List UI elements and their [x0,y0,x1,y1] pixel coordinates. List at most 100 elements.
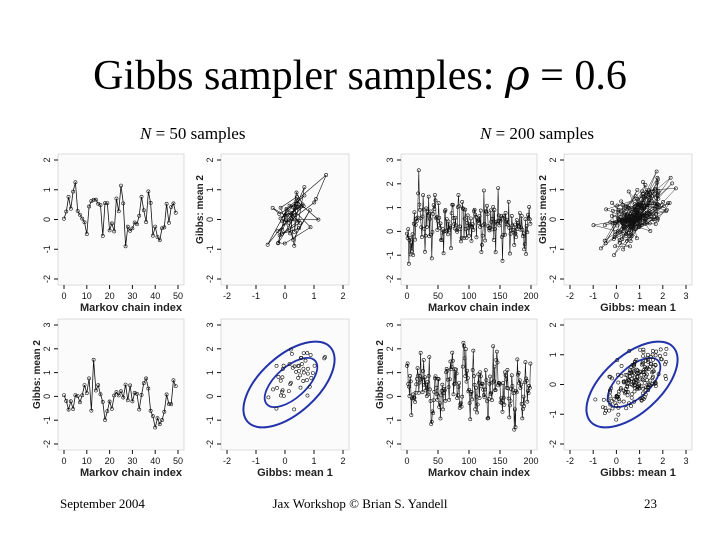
y-tick-label: -1 [548,245,558,253]
trace-point [417,202,422,207]
sample-point [625,385,630,389]
trace-point [474,235,479,240]
trace-point [508,403,512,408]
sample-point [656,372,661,377]
sample-point [625,239,629,243]
x-tick-label: 10 [82,456,92,466]
sample-point [655,218,660,223]
trace-point [66,407,71,412]
sample-point [615,358,620,362]
y-tick-label: -2 [385,275,395,283]
trace-point [463,207,468,212]
sample-point [615,220,620,225]
sample-point [279,219,284,224]
sample-point [593,397,598,402]
sample-point [314,197,318,201]
sample-point [643,388,648,392]
y-tick-label: 1 [385,205,395,210]
y-tick-label: -2 [548,440,558,448]
y-axis-label: Gibbs: mean 2 [32,340,43,409]
sample-point [631,225,636,230]
trace-point [434,215,439,220]
trace-point [71,407,76,411]
sample-point [275,229,280,234]
footer-date: September 2004 [60,496,145,511]
trace-point [411,253,416,257]
right-caption-n: N [480,124,492,143]
sample-point [641,369,646,374]
trace-point [427,355,432,359]
sample-point [606,398,611,403]
trace-point [446,377,450,382]
sample-point [627,401,631,406]
trace-point [103,201,107,206]
trace-point [417,380,422,385]
trace-point [512,243,517,247]
trace-point [441,251,446,256]
sample-point [297,363,301,368]
trace-point [478,208,483,213]
trace-point [478,225,483,229]
trace-point [430,230,435,234]
trace-point [418,374,422,378]
sample-point [668,175,673,180]
y-tick-label: -2 [205,275,215,283]
trace-point [426,392,430,397]
plot-ellipse-n50: -2 -1 0 1 2 -2 -1 0 1 2 3 Gibbs: mean 1 [205,318,350,478]
trace-point [430,409,435,414]
trace-point [487,228,492,233]
trace-point [488,208,493,213]
trace-point [160,226,164,231]
trace-point [492,364,497,369]
sample-point [295,205,300,210]
sample-point [647,196,652,201]
sample-point [652,206,657,211]
trace-point [449,211,454,216]
sample-point [307,384,312,389]
sample-point [621,399,626,404]
trace-point [109,406,114,411]
sample-point [608,220,613,225]
trace-point [446,232,450,237]
trace-point [506,199,511,204]
trace-point [469,238,474,243]
sample-point [637,382,641,387]
trace-point [121,201,126,206]
sample-point [278,378,283,383]
sample-point [633,207,638,212]
sample-point [283,212,288,217]
trace-point [448,359,453,364]
trace-point [406,227,411,232]
sample-point [625,383,630,388]
trace-point [169,402,174,407]
sample-point [648,361,653,366]
trace-point [435,397,440,402]
contour-inner [263,357,319,408]
trace-point [527,385,532,390]
sample-point [615,372,620,377]
sample-point [659,357,663,361]
trace-point [453,381,458,386]
trace-point [82,220,87,225]
trace-point [470,222,475,227]
trace-point [405,364,409,368]
sample-point [294,190,299,195]
x-axis-label: Gibbs: mean 1 [257,467,333,478]
sample-point [627,218,632,223]
trace-point [477,396,482,400]
trace-point [412,210,417,215]
trace-point [473,214,478,219]
trace-point [483,368,488,373]
sample-point [664,359,668,364]
sample-point [627,349,632,353]
sample-point [632,362,637,367]
trace-point [510,384,515,388]
sample-point [310,371,315,375]
sample-point [287,203,292,208]
trace-point [89,408,94,413]
trace-point [423,249,427,254]
x-tick-label: 20 [105,456,115,466]
y-tick-label: 1 [42,370,52,375]
trace-point [444,217,449,221]
trace-point [444,367,449,371]
